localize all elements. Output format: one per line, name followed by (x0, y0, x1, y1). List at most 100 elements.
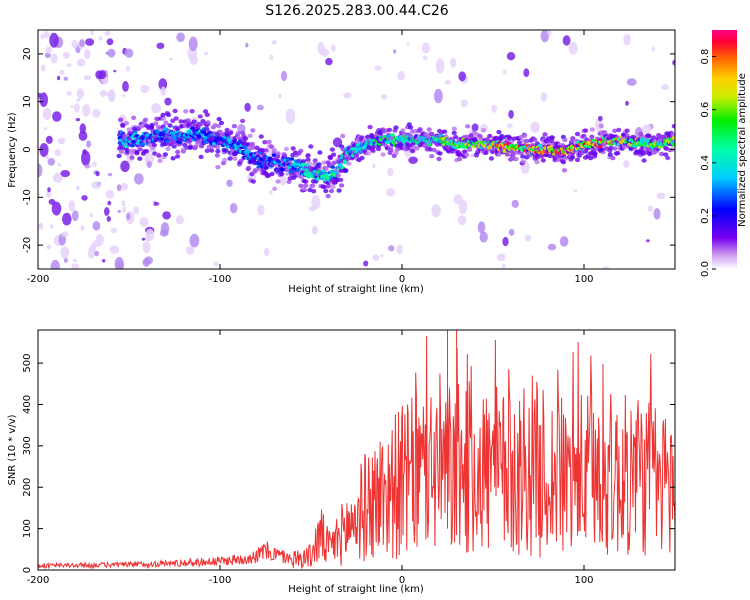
heatmap-halo-cell (275, 154, 281, 159)
heatmap-noise-blob (393, 49, 397, 54)
heatmap-noise-blob (70, 105, 74, 108)
heatmap-noise-blob (80, 225, 85, 231)
heatmap-halo-cell (574, 131, 581, 137)
heatmap-halo-cell (202, 109, 209, 114)
heatmap-noise-blob (120, 182, 129, 191)
heatmap-noise-blob (374, 65, 382, 71)
heatmap-halo-cell (406, 122, 412, 127)
heatmap-noise-blob (115, 261, 124, 269)
heatmap-halo-cell (134, 151, 140, 156)
heatmap-noise-blob (160, 86, 167, 96)
heatmap-halo-cell (282, 153, 288, 158)
heatmap-noise-blob (269, 189, 273, 195)
heatmap-halo-cell (467, 147, 473, 152)
heatmap-halo-cell (659, 151, 665, 157)
heatmap-noise-blob (331, 44, 336, 52)
heatmap-noise-blob (40, 33, 45, 40)
heatmap-halo-cell (178, 119, 184, 124)
heatmap-halo-cell (249, 142, 255, 148)
spectrogram-x-ticks: -200 -100 0 100 (27, 30, 594, 285)
heatmap-halo-cell (583, 128, 589, 133)
heatmap-cells (38, 30, 675, 269)
heatmap-noise-blob (57, 137, 66, 144)
heatmap-core-cell (586, 140, 592, 145)
snr-y-tick-label: 100 (22, 519, 33, 538)
heatmap-halo-cell (247, 133, 253, 138)
snr-panel: -200 -100 0 100 0 100 200 300 400 500 Height of … (7, 329, 676, 595)
heatmap-halo-cell (465, 124, 471, 129)
heatmap-halo-cell (436, 156, 442, 162)
heatmap-noise-blob (457, 215, 467, 226)
heatmap-halo-cell (561, 168, 568, 173)
heatmap-noise-blob (185, 246, 195, 255)
heatmap-noise-blob (142, 241, 151, 254)
heatmap-noise-blob (75, 118, 81, 122)
heatmap-halo-cell (144, 149, 150, 154)
heatmap-noise-blob (86, 140, 91, 148)
heatmap-noise-blob (94, 250, 99, 257)
heatmap-noise-blob (256, 104, 264, 111)
heatmap-noise-blob (78, 130, 88, 141)
heatmap-noise-blob (45, 155, 50, 159)
heatmap-noise-blob (502, 69, 507, 75)
heatmap-halo-cell (116, 153, 122, 159)
heatmap-halo-cell (414, 146, 420, 151)
snr-x-tick-label: 100 (574, 575, 593, 586)
spectrogram-x-tick-label: 0 (399, 274, 405, 285)
heatmap-noise-blob (469, 153, 475, 158)
heatmap-halo-cell (359, 155, 365, 161)
heatmap-noise-blob (39, 143, 49, 157)
heatmap-halo-cell (305, 157, 311, 162)
heatmap-noise-blob (90, 30, 94, 36)
colorbar-tick-label: 0.8 (700, 49, 711, 65)
heatmap-noise-blob (92, 108, 101, 118)
heatmap-halo-cell (616, 127, 622, 133)
heatmap-noise-blob (311, 225, 318, 235)
heatmap-noise-blob (45, 190, 52, 198)
heatmap-noise-blob (126, 65, 130, 72)
heatmap-noise-blob (95, 70, 103, 80)
heatmap-noise-blob (51, 201, 62, 216)
heatmap-noise-blob (95, 171, 100, 177)
figure-title: S126.2025.283.00.44.C26 (265, 3, 449, 19)
snr-x-tick-label: -200 (27, 575, 50, 586)
heatmap-noise-blob (63, 257, 68, 263)
heatmap-noise-blob (203, 51, 209, 56)
heatmap-noise-blob (49, 32, 59, 48)
heatmap-halo-cell (296, 158, 302, 163)
heatmap-halo-cell (340, 133, 346, 139)
heatmap-halo-cell (185, 118, 191, 123)
heatmap-halo-cell (562, 137, 568, 143)
spectrogram-y-label: Frequency (Hz) (7, 112, 18, 188)
heatmap-halo-cell (335, 173, 341, 178)
heatmap-halo-cell (670, 131, 675, 137)
snr-y-ticks: 0 100 200 300 400 500 (22, 354, 675, 573)
heatmap-noise-blob (175, 215, 184, 225)
heatmap-core-cell (177, 140, 183, 145)
heatmap-noise-blob (107, 89, 116, 103)
heatmap-halo-cell (393, 150, 399, 155)
heatmap-halo-cell (118, 117, 124, 122)
heatmap-halo-cell (400, 128, 406, 133)
heatmap-halo-cell (405, 146, 411, 151)
heatmap-noise-blob (372, 163, 376, 169)
heatmap-halo-cell (520, 154, 526, 159)
heatmap-noise-blob (502, 236, 509, 247)
heatmap-halo-cell (388, 148, 394, 153)
heatmap-halo-cell (542, 132, 548, 137)
heatmap-noise-blob (547, 30, 552, 36)
heatmap-halo-cell (191, 119, 197, 124)
spectrogram-y-ticks: -20 -10 0 10 20 (22, 48, 675, 253)
heatmap-halo-cell (496, 152, 502, 157)
heatmap-halo-cell (189, 109, 195, 114)
heatmap-noise-blob (61, 231, 69, 237)
heatmap-halo-cell (291, 175, 297, 180)
heatmap-noise-blob (540, 91, 547, 102)
heatmap-halo-cell (123, 121, 129, 126)
heatmap-halo-cell (151, 142, 158, 148)
heatmap-noise-blob (66, 63, 72, 67)
spectrogram-y-tick-label: -10 (22, 189, 33, 205)
heatmap-halo-cell (204, 148, 210, 153)
heatmap-noise-blob (396, 244, 403, 255)
